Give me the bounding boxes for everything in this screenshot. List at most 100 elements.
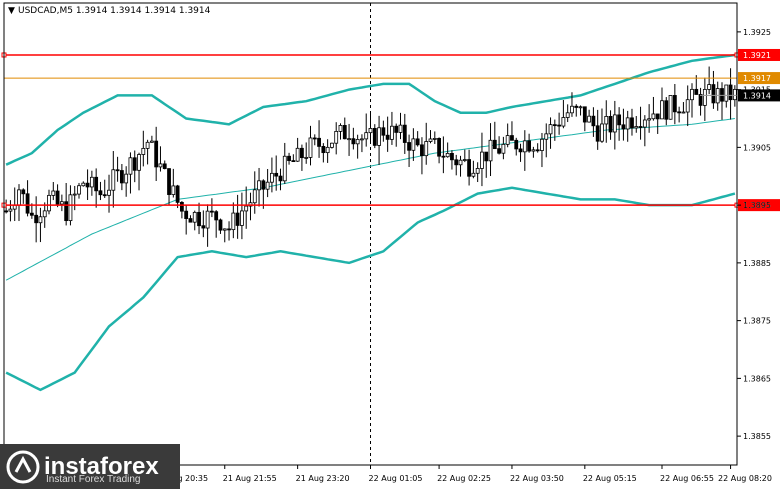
candle-body — [304, 156, 309, 159]
candle-body — [334, 130, 339, 144]
x-axis-tick-label: 22 Aug 02:25 — [437, 474, 491, 483]
candle-body — [690, 88, 694, 101]
candle-body — [308, 137, 313, 158]
candle-body — [428, 138, 433, 142]
current-price-tag — [738, 89, 780, 102]
candle-body — [527, 140, 532, 152]
candle-body — [407, 142, 411, 151]
candle-body — [197, 211, 201, 227]
candle-body — [522, 140, 527, 153]
candle-body — [647, 118, 652, 121]
candle-body — [488, 139, 493, 162]
candle-body — [235, 212, 240, 226]
candle-body — [38, 216, 43, 224]
candle-body — [338, 125, 343, 132]
candle-body — [231, 212, 236, 231]
candle-body — [432, 138, 437, 140]
candle-body — [681, 111, 686, 114]
candle-body — [214, 211, 219, 221]
y-axis-tick-label: 1.3885 — [743, 259, 771, 268]
current-price-label: 1.3914 — [743, 91, 771, 100]
x-axis-tick-label: 21 Aug 20:35 — [154, 474, 208, 483]
candle-body — [505, 135, 510, 145]
candle-body — [411, 138, 416, 151]
candle-body — [270, 172, 274, 183]
candle-body — [209, 210, 214, 213]
candle-body — [574, 105, 579, 108]
candle-body — [497, 148, 501, 154]
candle-body — [124, 173, 129, 184]
candle-body — [244, 205, 249, 212]
candle-body — [119, 170, 124, 184]
candle-body — [475, 168, 480, 174]
candle-body — [42, 210, 47, 218]
candle-body — [660, 100, 664, 120]
candle-body — [595, 125, 600, 142]
candle-body — [651, 113, 656, 120]
candle-body — [702, 89, 707, 106]
y-axis-tick-label: 1.3925 — [743, 28, 771, 37]
candle-body — [68, 194, 73, 222]
instaforex-logo-icon — [6, 450, 40, 484]
candle-body — [257, 180, 261, 191]
price-level-tag — [738, 72, 780, 85]
symbol-menu-icon[interactable]: ▼ — [8, 6, 15, 16]
candle-body — [437, 138, 441, 157]
candle-body — [510, 135, 514, 141]
candle-body — [175, 185, 180, 203]
candle-body — [325, 146, 330, 154]
candle-body — [72, 193, 77, 196]
candle-body — [531, 149, 536, 152]
y-axis-tick-label: 1.3905 — [743, 143, 771, 152]
candle-body — [8, 208, 13, 212]
candle-body — [351, 138, 356, 145]
bollinger-upper-band — [5, 53, 736, 166]
candle-body — [17, 189, 21, 206]
candle-body — [94, 176, 99, 192]
candle-body — [278, 175, 283, 182]
candle-body — [171, 185, 176, 195]
chart-title: USDCAD,M5 1.3914 1.3914 1.3914 1.3914 — [18, 6, 211, 16]
candle-body — [342, 125, 347, 140]
candle-body — [634, 126, 639, 129]
x-axis-tick-label: 22 Aug 03:50 — [510, 474, 564, 483]
instaforex-watermark: instaforex Instant Forex Trading — [0, 444, 180, 489]
candle-body — [107, 189, 111, 196]
candle-body — [707, 84, 712, 90]
candle-body — [394, 125, 399, 133]
candle-body — [59, 201, 64, 205]
candle-body — [184, 210, 189, 219]
price-level-tag — [738, 48, 780, 61]
candle-body — [711, 84, 716, 104]
candle-body — [51, 190, 56, 196]
candle-body — [4, 210, 9, 213]
candle-body — [317, 137, 321, 147]
candle-body — [355, 139, 360, 145]
candle-body — [501, 143, 506, 154]
candle-body — [47, 194, 51, 212]
candle-body — [685, 99, 690, 113]
candle-body — [89, 176, 94, 188]
candle-body — [385, 134, 390, 140]
candle-body — [282, 155, 287, 182]
candle-body — [102, 194, 107, 197]
candle-body — [347, 138, 351, 141]
candle-body — [677, 111, 682, 114]
candle-body — [415, 138, 420, 146]
candle-body — [548, 124, 553, 135]
candle-body — [132, 157, 137, 171]
candle-body — [582, 106, 587, 123]
y-axis-tick-label: 1.3915 — [743, 86, 771, 95]
candle-body — [424, 141, 429, 157]
candle-body — [467, 159, 471, 177]
y-axis-tick-label: 1.3865 — [743, 374, 771, 383]
candle-body — [364, 132, 369, 140]
price-level-label: 1.3895 — [743, 201, 771, 210]
candle-body — [192, 211, 197, 223]
candle-body — [454, 159, 459, 166]
candle-body — [368, 128, 373, 134]
candle-body — [98, 190, 103, 196]
candle-body — [222, 228, 227, 231]
candle-body — [360, 138, 364, 141]
